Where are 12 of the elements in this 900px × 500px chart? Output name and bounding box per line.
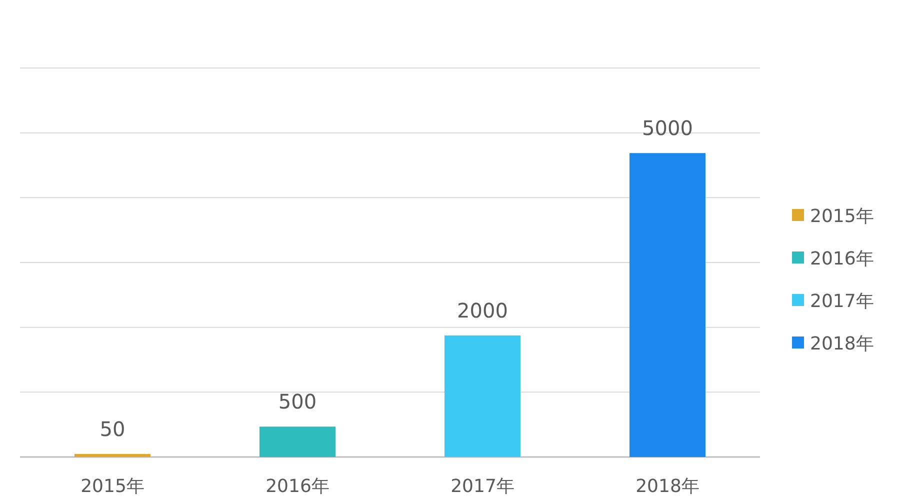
x-tick-label: 2017年 [450, 476, 514, 497]
data-label: 5000 [642, 116, 693, 140]
data-label: 500 [278, 390, 317, 414]
x-tick-label: 2015年 [80, 476, 144, 497]
legend-label: 2016年 [810, 248, 874, 270]
x-tick-label: 2018年 [636, 476, 700, 497]
x-tick-label: 2016年 [266, 476, 330, 497]
legend-label: 2015年 [810, 206, 874, 227]
legend-label: 2017年 [810, 291, 874, 312]
legend-label: 2018年 [810, 334, 874, 354]
data-label: 2000 [457, 298, 508, 322]
data-label: 50 [100, 416, 126, 441]
